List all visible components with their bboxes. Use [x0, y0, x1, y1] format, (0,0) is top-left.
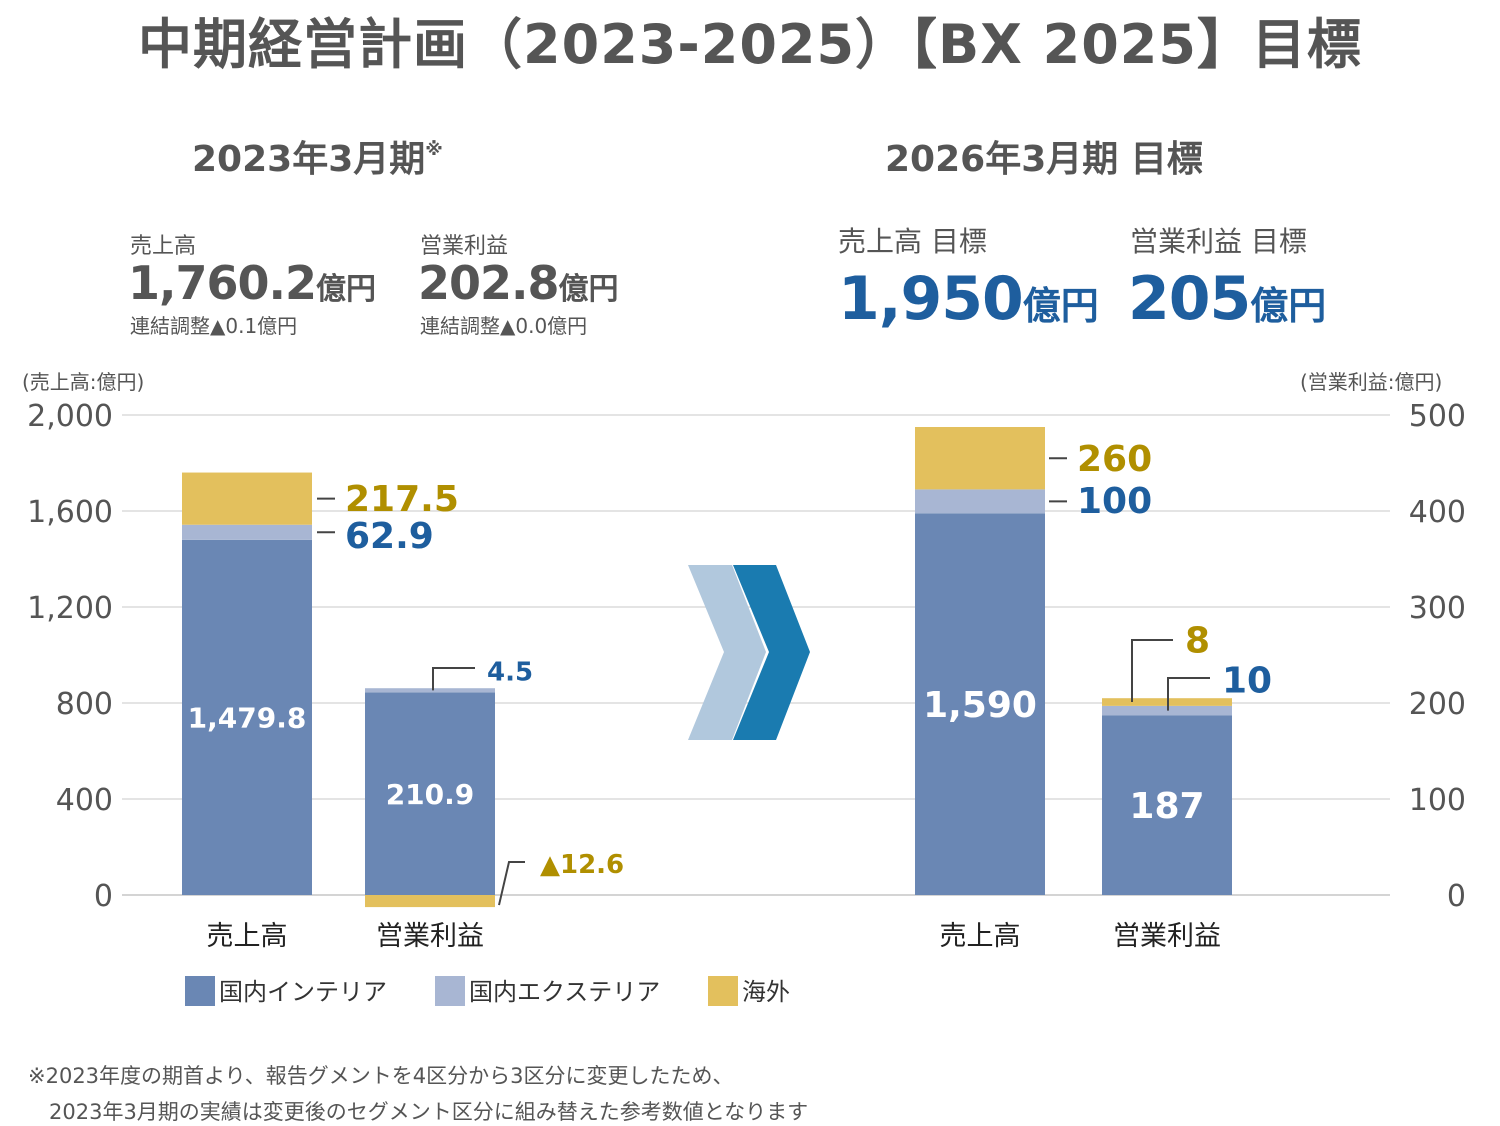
bar-segment-interior: [182, 539, 312, 895]
left-period-note-mark: ※: [425, 139, 443, 160]
left-axis-unit-label: (売上高:億円): [22, 370, 145, 394]
left-axis-tick-label: 2,000: [27, 399, 113, 434]
right-kpi-profit-unit: 億円: [1250, 284, 1327, 328]
bar-segment-interior: [1102, 715, 1232, 895]
left-period-text: 2023年3月期: [192, 139, 426, 180]
data-label: 217.5: [345, 479, 459, 520]
bar-segment-interior: [915, 513, 1045, 895]
leader-line: [1131, 639, 1173, 703]
bar-segment-overseas: [365, 895, 495, 908]
right-axis-tick-label: 0: [1447, 879, 1466, 914]
data-label: 100: [1077, 481, 1152, 522]
left-kpi-profit-value: 202.8: [418, 256, 560, 310]
bar-segment-exterior: [182, 524, 312, 540]
data-label: 1,590: [923, 685, 1037, 726]
category-label: 営業利益: [376, 921, 484, 952]
category-label: 売上高: [207, 921, 288, 952]
legend-swatch-overseas: [708, 976, 738, 1006]
bar-segment-exterior: [915, 489, 1045, 514]
right-kpi-sales: 1,950億円: [838, 264, 1099, 334]
footnote-line-1: ※2023年度の期首より、報告グメントを4区分から3区分に変更したため、: [28, 1064, 734, 1088]
left-kpi-profit-label: 営業利益: [420, 234, 509, 259]
data-label: 4.5: [487, 657, 533, 687]
chevron-arrow-icon: [688, 565, 766, 740]
leader-line: [1167, 677, 1210, 711]
right-kpi-sales-label: 売上高 目標: [838, 225, 987, 258]
right-kpi-sales-value: 1,950: [838, 264, 1024, 334]
data-label: 8: [1185, 620, 1210, 661]
left-kpi-profit: 202.8億円: [418, 256, 619, 310]
left-axis-tick-label: 0: [94, 879, 113, 914]
category-label: 売上高: [940, 921, 1021, 952]
data-label: 187: [1129, 786, 1204, 827]
left-kpi-profit-unit: 億円: [558, 272, 619, 307]
right-kpi-profit-value: 205: [1128, 264, 1251, 334]
right-kpi-profit: 205億円: [1128, 264, 1326, 334]
legend-swatch-domestic-interior: [185, 976, 215, 1006]
right-axis-tick-label: 300: [1409, 591, 1466, 626]
left-kpi-profit-note: 連結調整▲0.0億円: [420, 314, 588, 338]
right-axis-tick-label: 500: [1409, 399, 1466, 434]
legend-item-domestic-exterior: 国内エクステリア: [435, 972, 660, 1007]
right-axis-tick-label: 200: [1409, 687, 1466, 722]
category-label: 営業利益: [1113, 921, 1221, 952]
leader-line: [432, 667, 475, 691]
bar-segment-overseas: [915, 427, 1045, 490]
chevron-arrow-icon: [733, 565, 810, 740]
data-label: 62.9: [345, 516, 434, 557]
data-label: ▲12.6: [540, 850, 624, 880]
left-kpi-sales-value: 1,760.2: [128, 256, 317, 310]
left-axis-tick-label: 800: [56, 687, 113, 722]
left-period-heading: 2023年3月期※: [192, 130, 443, 182]
right-period-heading: 2026年3月期 目標: [885, 139, 1203, 180]
right-kpi-sales-unit: 億円: [1022, 284, 1099, 328]
left-kpi-sales-unit: 億円: [315, 272, 376, 307]
bar-segment-overseas: [182, 472, 312, 525]
left-axis-tick-label: 1,200: [27, 591, 113, 626]
right-axis-unit-label: (営業利益:億円): [1300, 370, 1443, 394]
legend-label-overseas: 海外: [742, 978, 790, 1006]
data-label: 10: [1222, 660, 1272, 701]
left-kpi-sales: 1,760.2億円: [128, 256, 376, 310]
data-label: 210.9: [386, 778, 475, 811]
left-axis-tick-label: 1,600: [27, 495, 113, 530]
left-kpi-sales-note: 連結調整▲0.1億円: [130, 314, 298, 338]
page-title: 中期経営計画（2023-2025）【BX 2025】目標: [138, 13, 1362, 76]
legend-label-domestic-exterior: 国内エクステリア: [469, 978, 661, 1006]
right-axis-tick-label: 100: [1409, 783, 1466, 818]
legend-label-domestic-interior: 国内インテリア: [219, 978, 387, 1006]
right-axis-tick-label: 400: [1409, 495, 1466, 530]
footnote-line-2: 2023年3月期の実績は変更後のセグメント区分に組み替えた参考数値となります: [28, 1100, 809, 1124]
right-kpi-profit-label: 営業利益 目標: [1130, 225, 1307, 258]
left-kpi-sales-label: 売上高: [130, 234, 197, 259]
data-label: 1,479.8: [188, 702, 307, 735]
bar-segment-interior: [365, 692, 495, 895]
data-label: 260: [1077, 439, 1152, 480]
legend-item-overseas: 海外: [708, 972, 790, 1007]
left-axis-tick-label: 400: [56, 783, 113, 818]
legend-swatch-domestic-exterior: [435, 976, 465, 1006]
legend-item-domestic-interior: 国内インテリア: [185, 972, 387, 1007]
leader-line: [498, 861, 525, 906]
bar-segment-exterior: [365, 688, 495, 693]
